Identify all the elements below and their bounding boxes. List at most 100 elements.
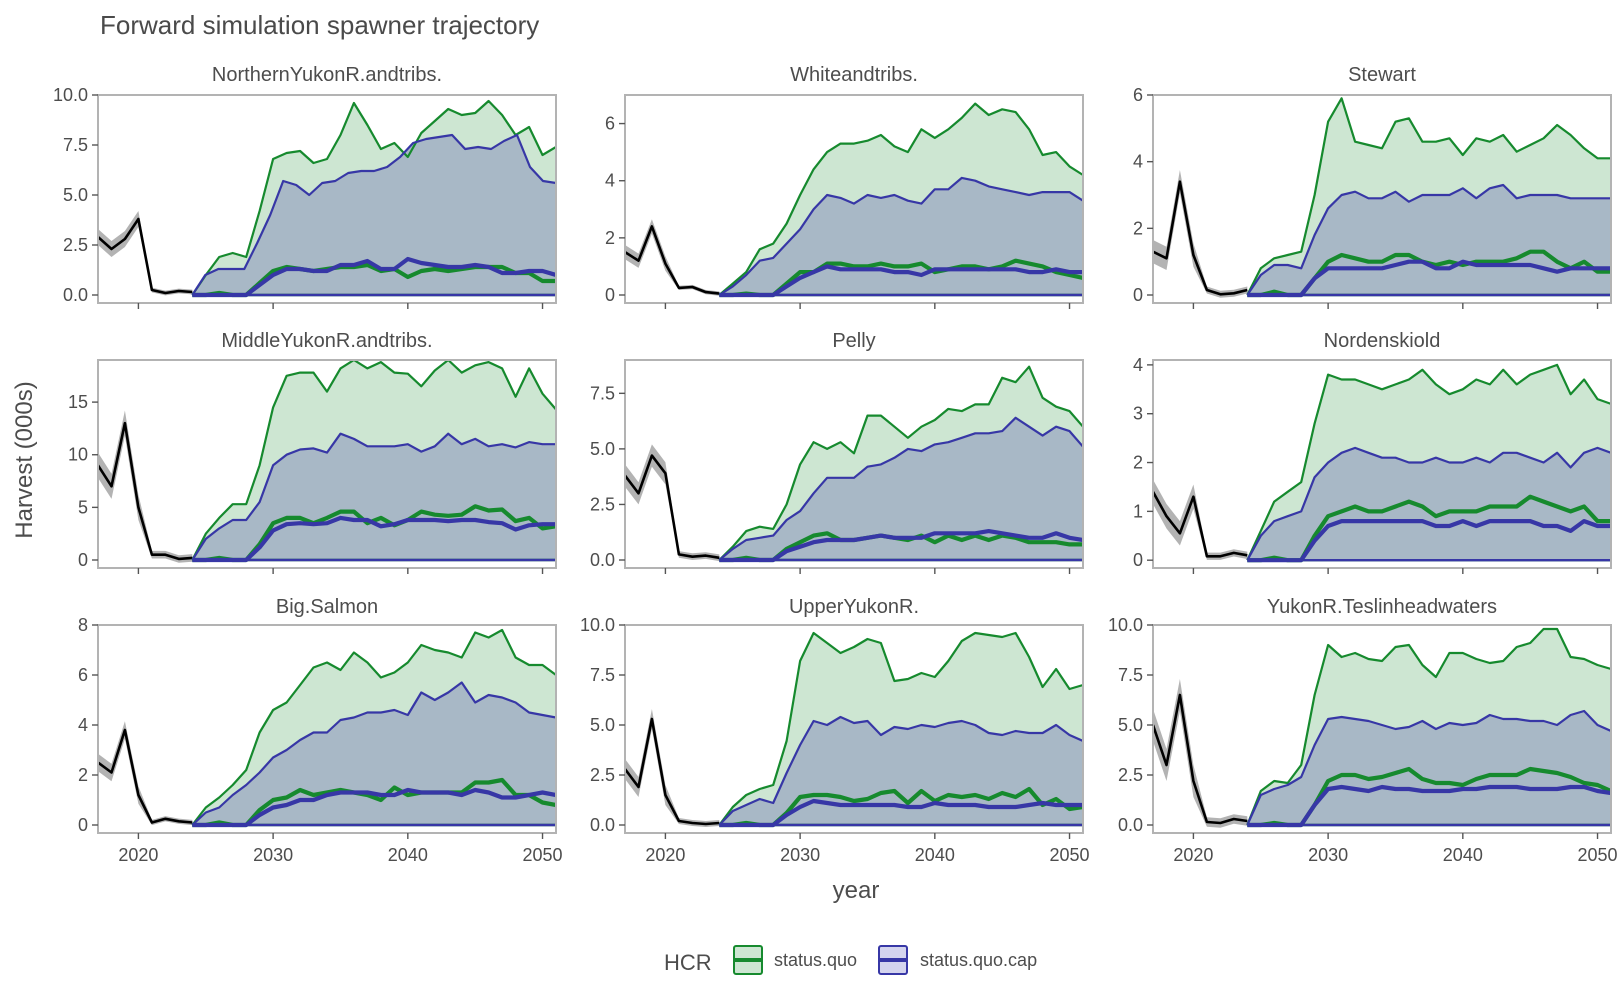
y-tick-label: 7.5 — [590, 665, 615, 685]
legend-title: HCR — [664, 950, 712, 975]
panel-pelly: Pelly 0.0 2.5 5.0 7.5 — [590, 330, 1084, 574]
band-historical — [98, 410, 193, 563]
panel-whiteandtribs: Whiteandtribs. 0 2 4 6 — [605, 64, 1084, 309]
panel-frame — [1152, 624, 1612, 834]
y-tick-label: 0.0 — [590, 815, 615, 835]
y-tick-label: 3 — [1133, 404, 1143, 424]
line-status-quo-cap-upper — [1246, 446, 1611, 561]
legend-label-status-quo: status.quo — [774, 950, 857, 970]
line-historical — [98, 728, 193, 824]
legend-item-status-quo: status.quo — [733, 945, 857, 975]
y-tick-label: 0.0 — [590, 550, 615, 570]
y-tick-label: 4 — [1133, 152, 1143, 172]
line-historical — [98, 421, 193, 561]
y-tick-label: 0.0 — [63, 285, 88, 305]
band-historical — [1153, 479, 1248, 560]
y-tick-label: 2.5 — [63, 235, 88, 255]
line-status-quo-cap-upper — [191, 133, 556, 296]
area-status-quo-cap — [192, 135, 556, 295]
y-tick-label: 2 — [1133, 453, 1143, 473]
panel-title-pelly: Pelly — [832, 330, 875, 352]
y-tick-label: 5.0 — [590, 439, 615, 459]
x-tick-label: 2050 — [523, 845, 563, 865]
x-tick-label: 2020 — [645, 845, 685, 865]
panel-title-northernyukonr-andtribs: NorthernYukonR.andtribs. — [212, 64, 442, 86]
y-tick-label: 2 — [605, 228, 615, 248]
y-tick-label: 15 — [68, 392, 88, 412]
line-status-quo-upper — [1246, 363, 1611, 561]
band-historical — [1153, 170, 1248, 298]
line-historical — [98, 217, 193, 295]
legend: HCR status.quo status.quo.cap — [664, 945, 1037, 975]
area-status-quo-cap — [719, 177, 1083, 295]
y-tick-label: 6 — [78, 665, 88, 685]
y-tick-label: 2.5 — [590, 765, 615, 785]
plot-area-nordenskiold — [1153, 363, 1611, 563]
y-tick-label: 2 — [78, 765, 88, 785]
line-status-quo-upper — [191, 99, 556, 296]
panel-title-middleyukonr-andtribs: MiddleYukonR.andtribs. — [221, 330, 432, 352]
panels-grid: NorthernYukonR.andtribs.0.02.55.07.510.0… — [53, 64, 1618, 865]
y-tick-label: 2.5 — [590, 494, 615, 514]
y-tick-label: 7.5 — [590, 383, 615, 403]
panel-frame — [624, 94, 1084, 304]
y-tick-label: 5.0 — [63, 185, 88, 205]
line-status-quo-upper — [191, 628, 556, 826]
panel-frame — [97, 624, 557, 834]
line-status-quo-upper — [718, 631, 1083, 826]
plot-area-whiteandtribs — [625, 102, 1083, 298]
panel-stewart: Stewart 0 2 4 6 — [1133, 64, 1612, 309]
y-tick-label: 5.0 — [590, 715, 615, 735]
plot-area-upperyukonr — [625, 631, 1083, 828]
panel-middleyukonr-andtribs: MiddleYukonR.andtribs. 0 5 10 15 — [68, 330, 557, 574]
line-historical — [1153, 491, 1248, 558]
area-status-quo-cap — [1247, 447, 1611, 561]
area-status-quo-cap — [1247, 185, 1611, 295]
panel-title-yukonr-teslinheadwaters: YukonR.Teslinheadwaters — [1267, 596, 1497, 618]
line-historical — [1153, 180, 1248, 296]
line-status-quo-cap-median — [719, 528, 1083, 563]
panel-title-whiteandtribs: Whiteandtribs. — [790, 64, 918, 86]
line-status-quo-cap-median — [1247, 784, 1611, 828]
panel-frame — [624, 624, 1084, 834]
area-status-quo-cap — [1247, 711, 1611, 825]
line-status-quo-upper — [718, 365, 1083, 561]
plot-area-stewart — [1153, 97, 1611, 298]
x-tick-label: 2050 — [1578, 845, 1618, 865]
plot-area-northernyukonr-andtribs — [98, 99, 556, 298]
plot-area-big-salmon — [98, 628, 556, 828]
line-status-quo-cap-median — [1247, 259, 1611, 298]
panel-frame — [97, 359, 557, 569]
plot-area-yukonr-teslinheadwaters — [1153, 627, 1611, 828]
y-tick-label: 0 — [1133, 285, 1143, 305]
x-tick-label: 2030 — [780, 845, 820, 865]
panel-upperyukonr: UpperYukonR. 0.0 2.5 5.0 7.5 10.0 2020 2030 2040… — [580, 596, 1090, 865]
line-historical — [625, 717, 720, 826]
line-status-quo-cap-upper — [1246, 709, 1611, 826]
chart-title: Forward simulation spawner trajectory — [100, 10, 539, 40]
line-status-quo-cap-median — [192, 787, 556, 828]
legend-item-status-quo-cap: status.quo.cap — [878, 945, 1037, 975]
y-tick-label: 2.5 — [1118, 765, 1143, 785]
y-tick-label: 4 — [605, 171, 615, 191]
line-status-quo-upper — [1246, 97, 1611, 296]
x-tick-label: 2020 — [1173, 845, 1213, 865]
y-tick-label: 1 — [1133, 501, 1143, 521]
plot-area-middleyukonr-andtribs — [98, 360, 556, 563]
x-tick-label: 2020 — [118, 845, 158, 865]
panel-frame — [624, 359, 1084, 569]
x-tick-label: 2030 — [1308, 845, 1348, 865]
panel-title-upperyukonr: UpperYukonR. — [789, 596, 919, 618]
line-status-quo-cap-upper — [1246, 183, 1611, 296]
line-status-quo-cap-median — [192, 515, 556, 563]
y-tick-label: 0 — [78, 815, 88, 835]
x-axis-title: year — [833, 877, 880, 904]
line-status-quo-upper — [1246, 627, 1611, 826]
y-tick-label: 8 — [78, 615, 88, 635]
y-tick-label: 10 — [68, 445, 88, 465]
panel-yukonr-teslinheadwaters: YukonR.Teslinheadwaters 0.0 2.5 5.0 7.5 10.0 2… — [1108, 596, 1618, 865]
y-tick-label: 10.0 — [580, 615, 615, 635]
area-status-quo-cap — [719, 417, 1083, 560]
panel-frame — [1152, 94, 1612, 304]
